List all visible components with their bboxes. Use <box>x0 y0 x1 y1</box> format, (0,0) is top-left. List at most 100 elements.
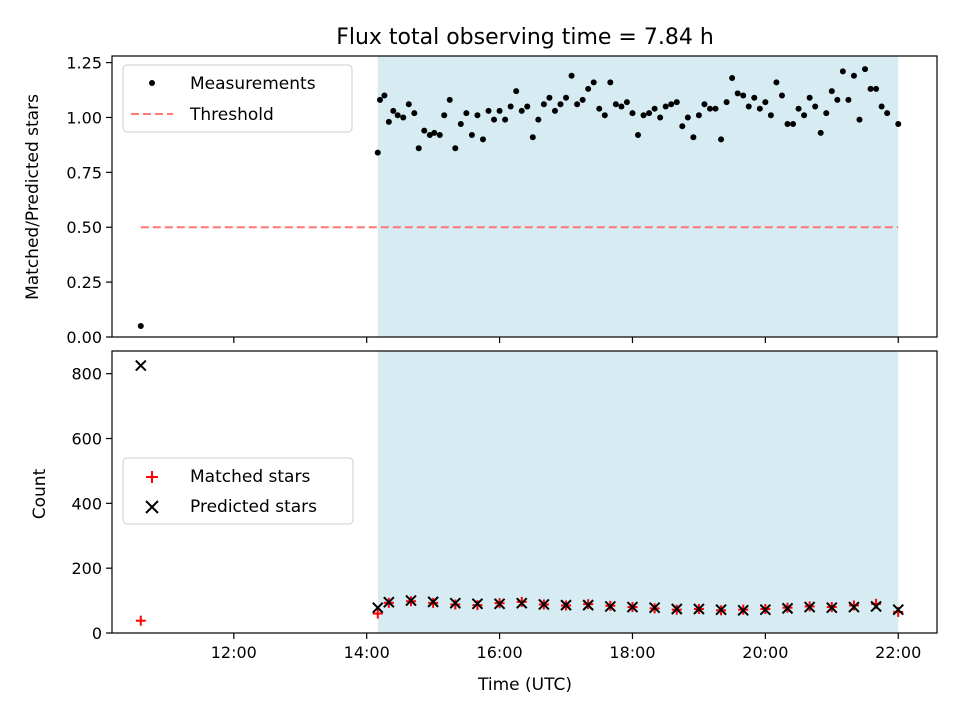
y-tick-label: 0.25 <box>66 273 102 292</box>
predicted-star-point <box>449 597 461 609</box>
legend-measurements-marker <box>149 80 155 86</box>
measurement-point <box>828 88 835 95</box>
measurement-point <box>579 96 586 103</box>
y-tick-label: 800 <box>71 365 102 384</box>
measurement-point <box>400 114 407 121</box>
y-tick-label: 1.25 <box>66 54 102 73</box>
predicted-star-point <box>538 598 550 611</box>
measurement-point <box>540 101 547 108</box>
y-tick-label: 0.75 <box>66 163 102 182</box>
measurement-point <box>745 103 752 110</box>
measurement-point <box>596 105 603 112</box>
bottom-legend-box <box>122 457 354 525</box>
predicted-star-stroke <box>648 602 661 614</box>
predicted-star-point <box>405 594 417 607</box>
measurement-point <box>767 112 774 119</box>
measurement-point <box>507 103 514 110</box>
measurement-point <box>431 129 438 136</box>
measurement-point <box>568 72 575 79</box>
measurement-point <box>479 136 486 143</box>
predicted-star-point <box>560 599 572 611</box>
measurement-point <box>751 94 758 101</box>
measurement-point <box>629 110 636 117</box>
predicted-star-point <box>826 602 838 614</box>
measurement-point <box>623 99 630 106</box>
top-axes: 0.00 0.25 0.50 0.75 1.00 1.25 <box>66 54 899 347</box>
bottom-legend: Matched stars Predicted stars <box>122 457 354 525</box>
bottom-plot-frame <box>111 350 938 634</box>
measurement-point <box>823 110 830 117</box>
measurement-point <box>137 323 144 330</box>
bottom-marks <box>135 359 904 626</box>
predicted-star-stroke <box>560 599 572 611</box>
measurement-point <box>518 107 525 114</box>
y-tick-label: 1.00 <box>66 108 102 127</box>
predicted-star-point <box>493 598 506 610</box>
measurement-point <box>695 112 702 119</box>
top-plot-frame <box>111 55 938 338</box>
predicted-star-point <box>604 600 617 613</box>
measurement-point <box>690 134 697 141</box>
measurement-point <box>411 110 418 117</box>
measurement-point <box>436 132 443 139</box>
predicted-star-point <box>671 603 683 615</box>
measurement-point <box>834 96 841 103</box>
predicted-star-stroke <box>737 604 749 617</box>
measurement-point <box>485 107 492 114</box>
predicted-star-stroke <box>383 596 395 608</box>
predicted-star-point <box>626 601 639 613</box>
measurement-point <box>862 66 869 73</box>
top-panel: 0.00 0.25 0.50 0.75 1.00 1.25 Matched/Predict… <box>23 54 938 347</box>
predicted-star-stroke <box>892 603 904 616</box>
bottom-panel: 0 200 400 600 800 12:00 14:00 16:00 18:00 20:00 22… <box>30 350 938 695</box>
x-tick-label: 12:00 <box>211 643 257 662</box>
measurement-point <box>376 96 383 103</box>
matched-star-point <box>848 600 859 611</box>
legend-threshold-label: Threshold <box>189 105 274 125</box>
measurement-point <box>574 101 581 108</box>
predicted-star-point <box>383 596 395 608</box>
bottom-y-axis-label: Count <box>30 468 50 519</box>
y-tick-label: 600 <box>71 430 102 449</box>
legend-predicted-marker <box>145 500 159 514</box>
measurement-point <box>457 121 464 128</box>
predicted-star-stroke <box>870 600 882 613</box>
measurement-point <box>839 68 846 75</box>
measurement-point <box>651 105 658 112</box>
predicted-star-point <box>803 601 816 613</box>
predicted-star-stroke <box>427 596 439 608</box>
measurement-point <box>856 116 863 123</box>
predicted-star-point <box>648 602 661 614</box>
x-tick-label: 14:00 <box>344 643 390 662</box>
measurement-point <box>618 103 625 110</box>
measurement-point <box>729 74 736 81</box>
legend-measurements-label: Measurements <box>190 74 316 94</box>
measurement-point <box>723 99 730 106</box>
measurement-point <box>817 129 824 136</box>
predicted-star-point <box>848 601 860 613</box>
measurement-point <box>394 112 401 119</box>
predicted-star-point <box>737 604 749 617</box>
measurement-point <box>773 79 780 86</box>
measurement-point <box>601 112 608 119</box>
measurement-point <box>712 105 719 112</box>
legend-matched-label: Matched stars <box>190 467 310 487</box>
predicted-star-point <box>892 603 904 616</box>
measurement-point <box>895 121 902 128</box>
measurement-point <box>640 112 647 119</box>
measurement-point <box>679 123 686 130</box>
measurement-point <box>806 94 813 101</box>
matched-star-point <box>135 615 146 626</box>
predicted-star-point <box>715 603 727 616</box>
measurement-point <box>446 96 453 103</box>
predicted-star-point <box>471 598 484 610</box>
measurement-point <box>612 101 619 108</box>
measurement-point <box>878 103 885 110</box>
matched-star-point <box>372 608 383 619</box>
predicted-star-stroke <box>715 603 727 616</box>
predicted-star-stroke <box>626 601 639 613</box>
measurement-point <box>884 110 891 117</box>
measurement-point <box>524 103 531 110</box>
predicted-star-stroke <box>671 603 683 615</box>
